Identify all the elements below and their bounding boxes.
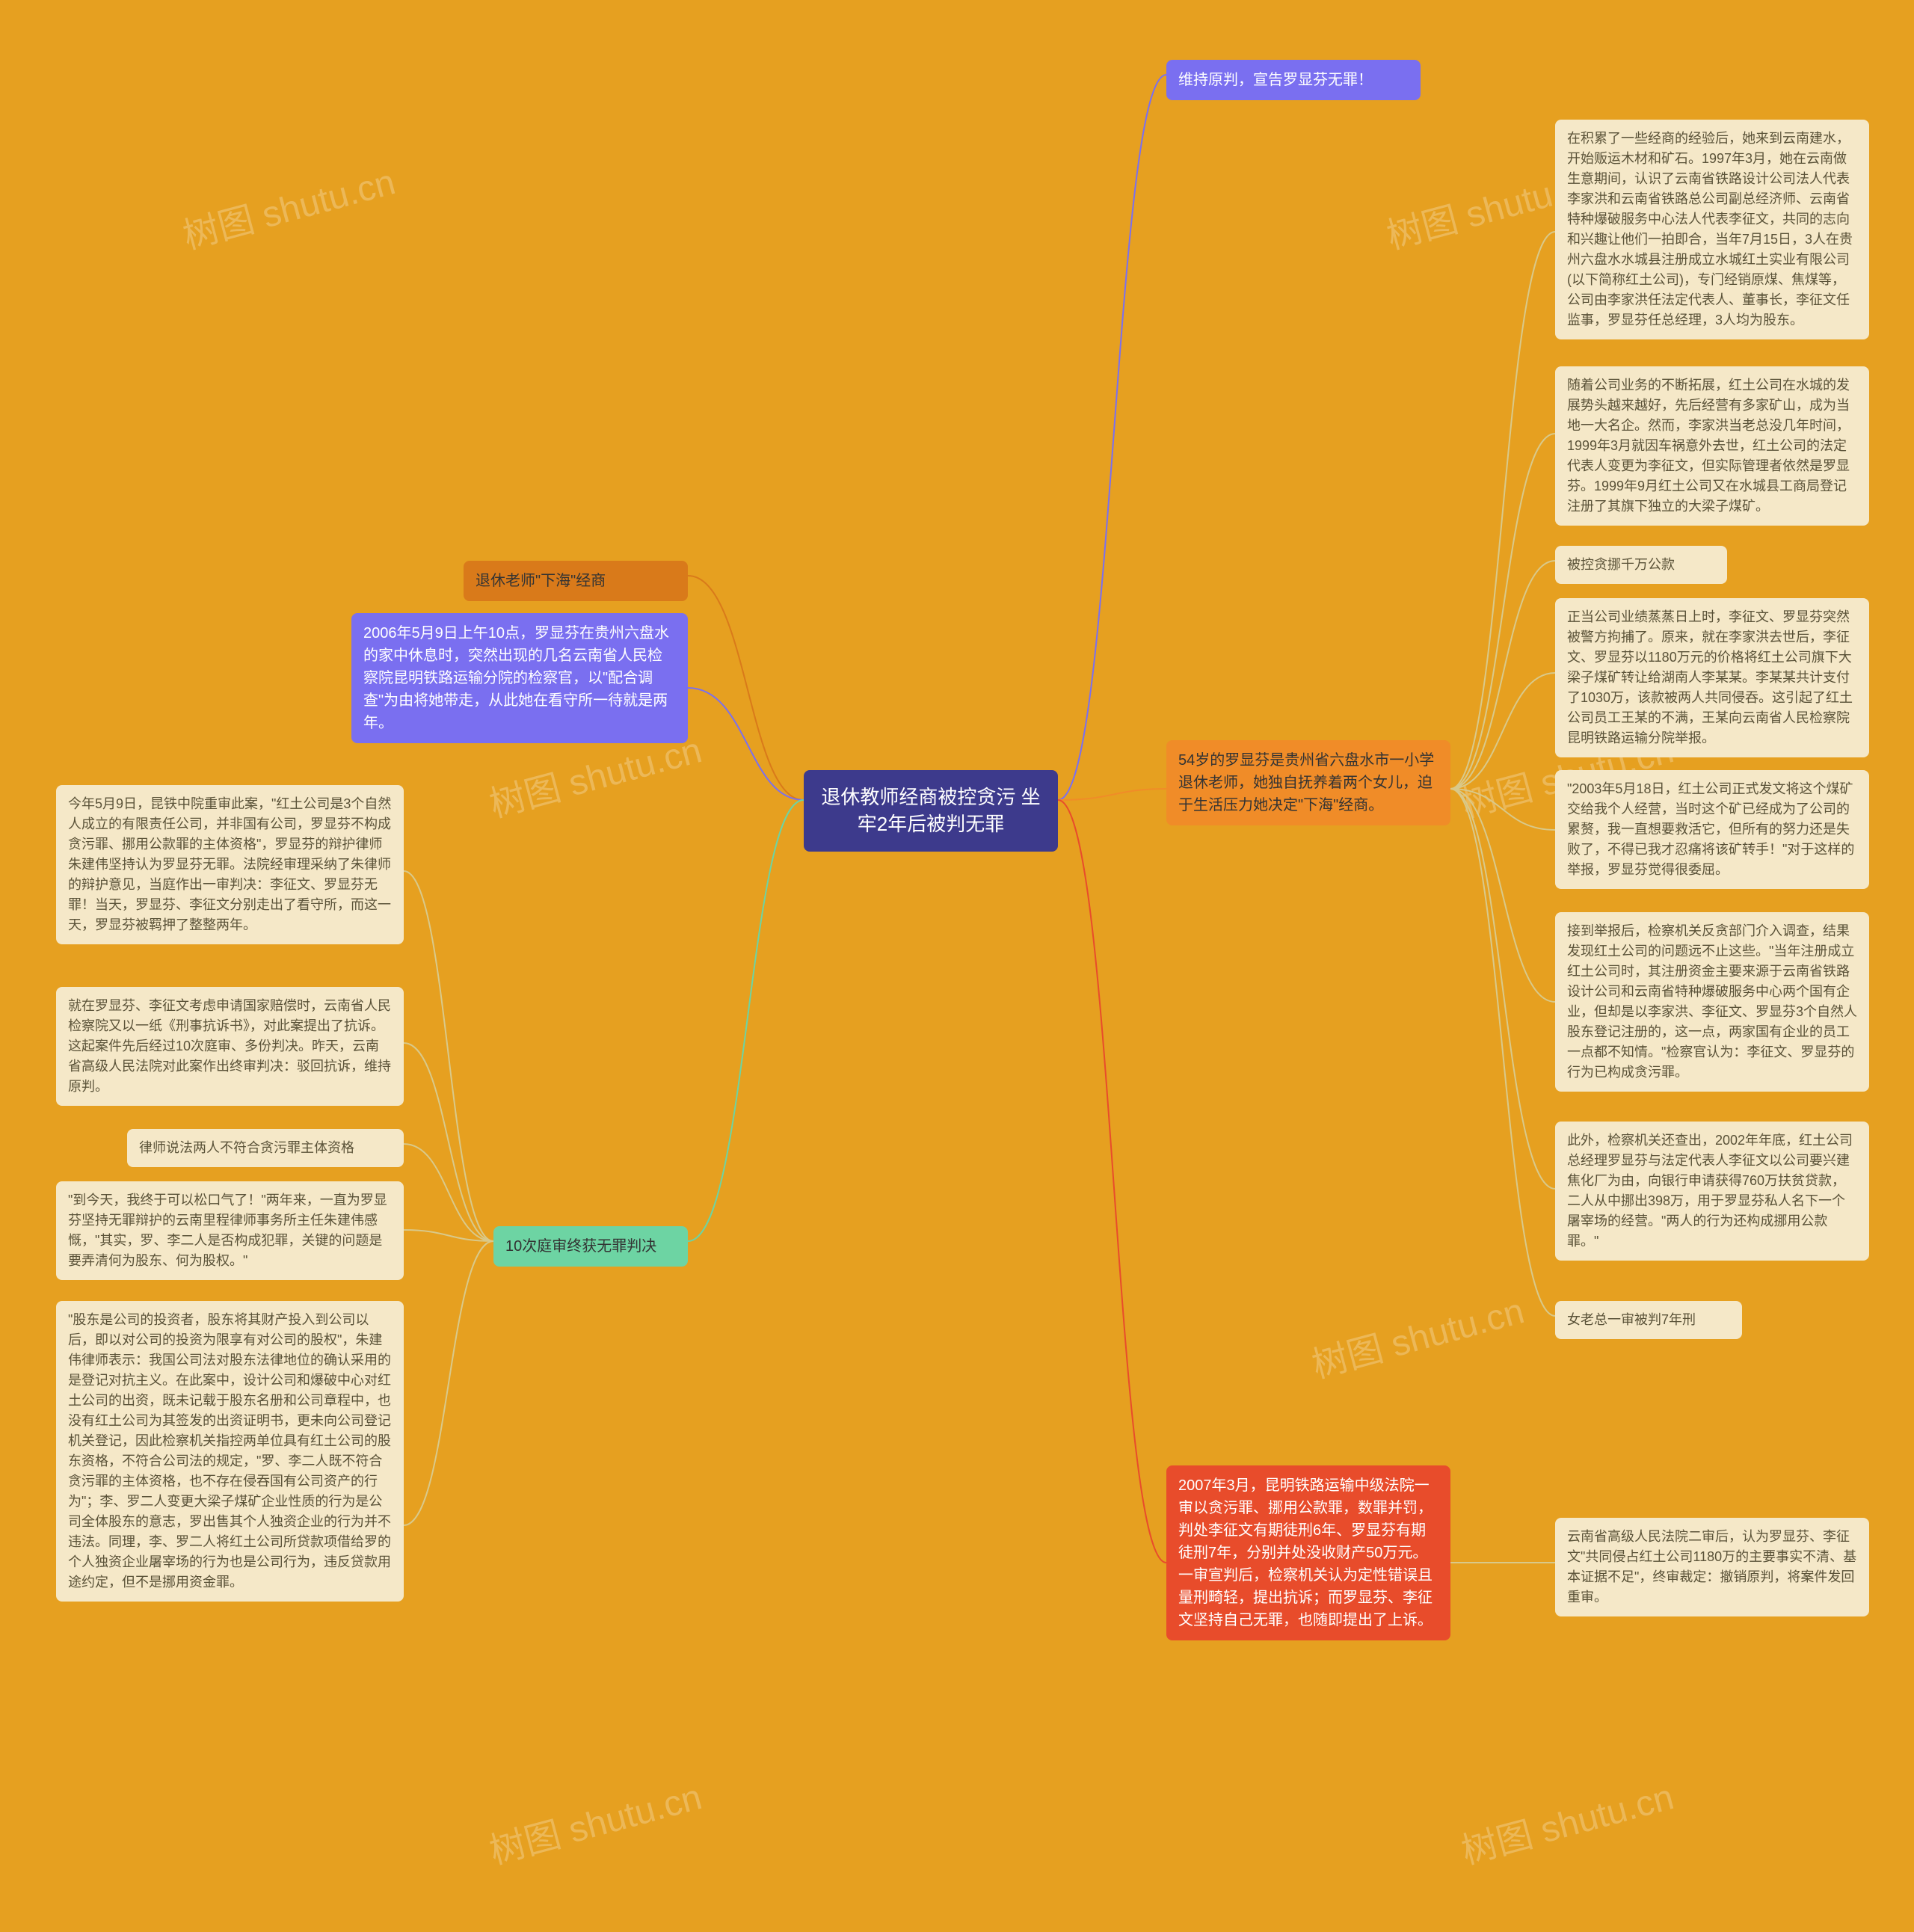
right-b2-child-2: 被控贪挪千万公款: [1555, 546, 1727, 584]
right-b2-child-3: 正当公司业绩蒸蒸日上时，李征文、罗显芬突然被警方拘捕了。原来，就在李家洪去世后，…: [1555, 598, 1869, 757]
right-branch-2: 54岁的罗显芬是贵州省六盘水市一小学退休老师，她独自抚养着两个女儿，迫于生活压力…: [1166, 740, 1450, 825]
left-b3-child-2: 律师说法两人不符合贪污罪主体资格: [127, 1129, 404, 1167]
left-b3-child-1: 就在罗显芬、李征文考虑申请国家赔偿时，云南省人民检察院又以一纸《刑事抗诉书》，对…: [56, 987, 404, 1106]
right-branch-3: 2007年3月，昆明铁路运输中级法院一审以贪污罪、挪用公款罪，数罪并罚，判处李征…: [1166, 1465, 1450, 1640]
left-b3-child-3: "到今天，我终于可以松口气了！"两年来，一直为罗显芬坚持无罪辩护的云南里程律师事…: [56, 1181, 404, 1280]
right-b3-child: 云南省高级人民法院二审后，认为罗显芬、李征文"共同侵占红土公司1180万的主要事…: [1555, 1518, 1869, 1616]
left-b3-child-0: 今年5月9日，昆铁中院重审此案，"红土公司是3个自然人成立的有限责任公司，并非国…: [56, 785, 404, 944]
right-b2-child-4: "2003年5月18日，红土公司正式发文将这个煤矿交给我个人经营，当时这个矿已经…: [1555, 770, 1869, 889]
right-b2-child-6: 此外，检察机关还查出，2002年年底，红土公司总经理罗显芬与法定代表人李征文以公…: [1555, 1122, 1869, 1261]
left-b3-child-4: "股东是公司的投资者，股东将其财产投入到公司以后，即以对公司的投资为限享有对公司…: [56, 1301, 404, 1602]
root-node: 退休教师经商被控贪污 坐牢2年后被判无罪: [804, 770, 1058, 852]
right-b2-child-0: 在积累了一些经商的经验后，她来到云南建水，开始贩运木材和矿石。1997年3月，她…: [1555, 120, 1869, 339]
right-b2-child-7: 女老总一审被判7年刑: [1555, 1301, 1742, 1339]
watermark: 树图 shutu.cn: [1455, 1768, 1678, 1874]
watermark: 树图 shutu.cn: [483, 1768, 707, 1874]
left-branch-1: 退休老师"下海"经商: [464, 561, 688, 601]
right-b2-child-5: 接到举报后，检察机关反贪部门介入调查，结果发现红土公司的问题远不止这些。"当年注…: [1555, 912, 1869, 1092]
left-branch-2: 2006年5月9日上午10点，罗显芬在贵州六盘水的家中休息时，突然出现的几名云南…: [351, 613, 688, 743]
watermark: 树图 shutu.cn: [176, 153, 400, 259]
watermark: 树图 shutu.cn: [1305, 1282, 1529, 1388]
left-branch-3: 10次庭审终获无罪判决: [493, 1226, 688, 1267]
right-b2-child-1: 随着公司业务的不断拓展，红土公司在水城的发展势头越来越好，先后经营有多家矿山，成…: [1555, 366, 1869, 526]
right-branch-1: 维持原判，宣告罗显芬无罪！: [1166, 60, 1421, 100]
